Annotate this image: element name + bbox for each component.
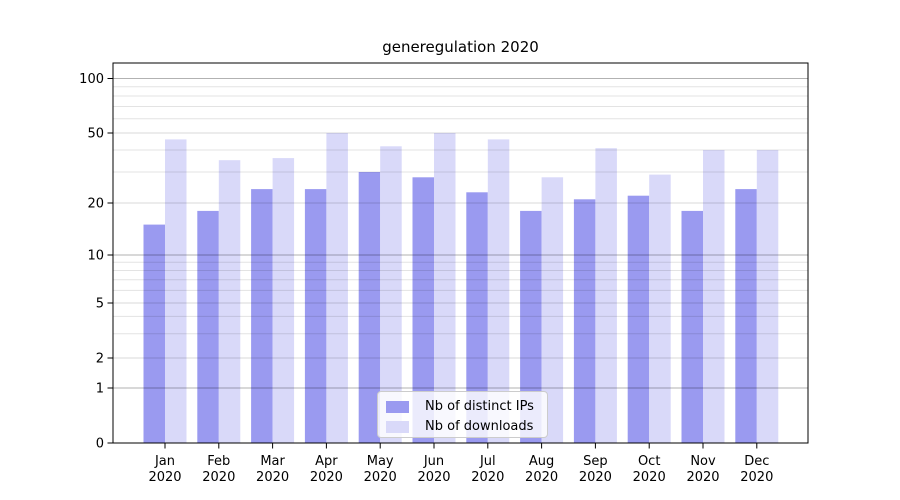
bar-distinct-ips-nov xyxy=(681,210,703,443)
x-tick-year-may: 2020 xyxy=(364,470,397,485)
x-tick-year-aug: 2020 xyxy=(525,470,558,485)
legend-swatch-distinct-ips xyxy=(386,400,409,413)
bar-distinct-ips-sep xyxy=(573,199,596,443)
x-tick-year-feb: 2020 xyxy=(202,470,235,485)
bar-downloads-dec xyxy=(756,150,779,443)
x-tick-label-oct: Oct xyxy=(638,454,660,469)
x-tick-label-mar: Mar xyxy=(260,454,285,469)
chart-title: generegulation 2020 xyxy=(382,38,539,56)
x-tick-year-dec: 2020 xyxy=(740,470,773,485)
bar-downloads-aug xyxy=(541,177,564,444)
bar-distinct-ips-may xyxy=(358,172,381,443)
y-tick-label-20: 20 xyxy=(87,197,104,212)
x-tick-label-may: May xyxy=(367,454,394,469)
bar-distinct-ips-mar xyxy=(251,189,273,443)
bar-distinct-ips-jun xyxy=(412,177,434,444)
y-tick-label-2: 2 xyxy=(96,352,104,367)
bar-downloads-feb xyxy=(218,160,241,443)
legend-item-distinct-ips: Nb of distinct IPs xyxy=(386,398,547,415)
x-tick-label-apr: Apr xyxy=(315,454,338,469)
legend-label-distinct-ips: Nb of distinct IPs xyxy=(425,399,534,414)
y-tick-label-50: 50 xyxy=(87,127,104,142)
bar-distinct-ips-aug xyxy=(520,210,542,443)
y-tick-label-1: 1 xyxy=(96,382,104,397)
x-tick-year-oct: 2020 xyxy=(633,470,666,485)
x-tick-year-nov: 2020 xyxy=(686,470,719,485)
bar-downloads-jun xyxy=(434,133,456,443)
y-tick-label-10: 10 xyxy=(87,249,104,264)
x-tick-year-sep: 2020 xyxy=(579,470,612,485)
bar-downloads-jul xyxy=(487,139,510,443)
legend-swatch-downloads xyxy=(386,420,409,433)
bar-distinct-ips-apr xyxy=(304,189,327,443)
x-tick-label-nov: Nov xyxy=(690,454,716,469)
bar-distinct-ips-dec xyxy=(735,189,757,443)
bar-distinct-ips-jul xyxy=(466,192,488,443)
bar-distinct-ips-feb xyxy=(197,210,219,443)
bar-downloads-jan xyxy=(165,139,187,443)
x-tick-label-feb: Feb xyxy=(207,454,230,469)
x-tick-year-jul: 2020 xyxy=(471,470,504,485)
legend-item-downloads: Nb of downloads xyxy=(386,418,547,435)
bar-downloads-mar xyxy=(272,158,295,443)
x-tick-label-dec: Dec xyxy=(744,454,769,469)
x-tick-year-mar: 2020 xyxy=(256,470,289,485)
x-tick-label-sep: Sep xyxy=(583,454,608,469)
bar-downloads-oct xyxy=(649,174,671,443)
x-tick-label-jan: Jan xyxy=(154,454,175,469)
x-tick-label-aug: Aug xyxy=(529,454,554,469)
bar-distinct-ips-oct xyxy=(627,195,650,443)
legend: Nb of distinct IPs Nb of downloads xyxy=(377,391,548,438)
axes-frame xyxy=(112,62,809,444)
x-tick-label-jul: Jul xyxy=(479,454,496,469)
bar-downloads-nov xyxy=(703,150,725,443)
bar-downloads-may xyxy=(380,146,402,444)
x-tick-year-jan: 2020 xyxy=(148,470,181,485)
y-tick-label-100: 100 xyxy=(79,72,104,87)
bar-distinct-ips-jan xyxy=(143,224,165,443)
bar-downloads-apr xyxy=(326,133,348,443)
x-tick-year-apr: 2020 xyxy=(310,470,343,485)
x-tick-label-jun: Jun xyxy=(423,454,444,469)
y-tick-label-5: 5 xyxy=(96,297,104,312)
bar-downloads-sep xyxy=(595,148,617,443)
legend-label-downloads: Nb of downloads xyxy=(425,419,534,434)
y-tick-label-0: 0 xyxy=(96,437,104,452)
x-tick-year-jun: 2020 xyxy=(417,470,450,485)
